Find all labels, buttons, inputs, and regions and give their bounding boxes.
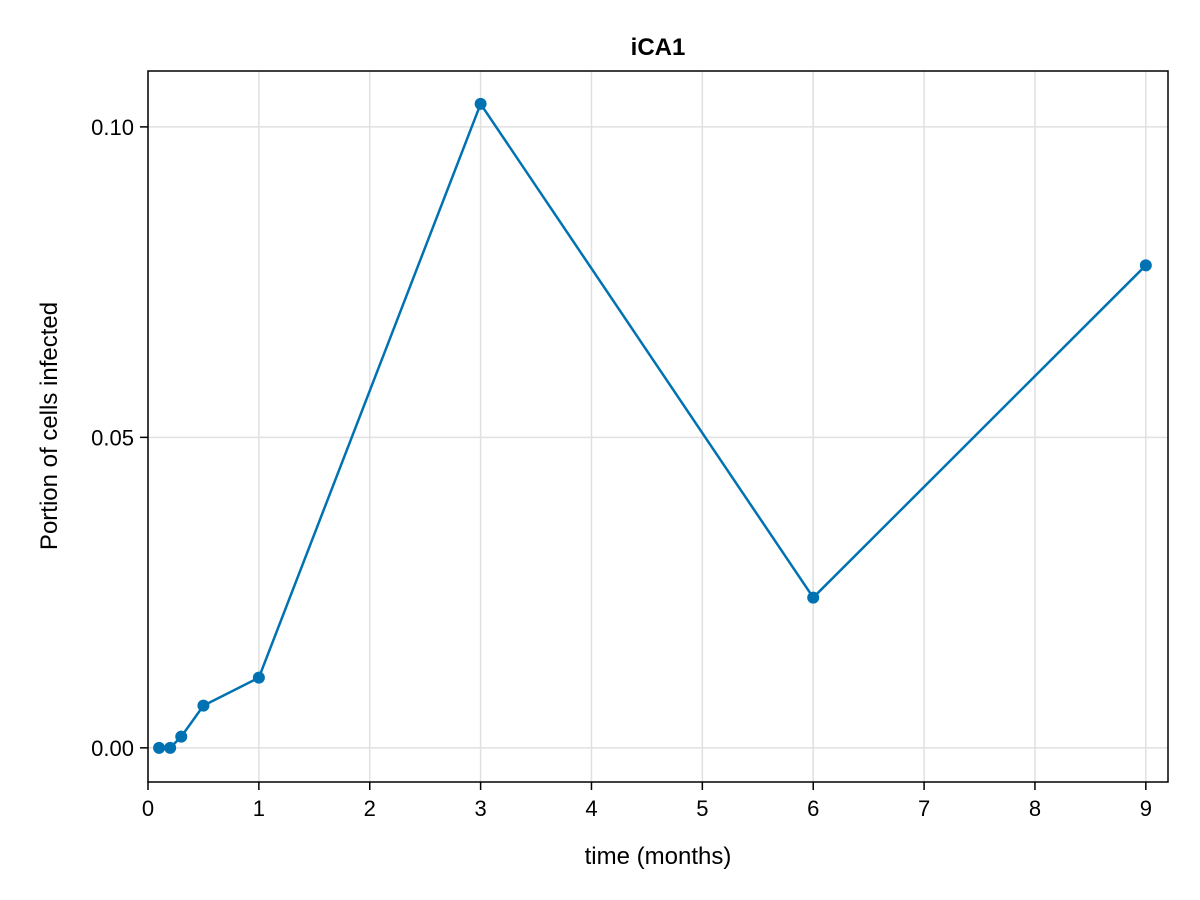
y-tick-label: 0.05 — [91, 425, 134, 450]
data-point — [474, 97, 487, 110]
x-tick-label: 0 — [142, 796, 154, 821]
y-tick-label: 0.00 — [91, 736, 134, 761]
chart-title: iCA1 — [631, 34, 686, 61]
data-point — [164, 741, 177, 754]
x-tick-label: 5 — [696, 796, 708, 821]
x-tick-label: 9 — [1140, 796, 1152, 821]
x-tick-label: 2 — [364, 796, 376, 821]
data-point — [197, 699, 210, 712]
data-point — [175, 730, 188, 743]
series-line — [159, 102, 1147, 750]
y-axis-label: Portion of cells infected — [36, 302, 63, 550]
data-point — [153, 741, 166, 754]
data-point — [807, 591, 820, 604]
x-tick-label: 8 — [1029, 796, 1041, 821]
x-tick-label: 4 — [585, 796, 597, 821]
x-axis-label: time (months) — [585, 843, 732, 870]
plot-frame — [147, 70, 1169, 783]
x-tick-label: 3 — [474, 796, 486, 821]
series — [153, 97, 1152, 754]
x-tick-label: 7 — [918, 796, 930, 821]
grid — [147, 71, 1168, 782]
y-tick-label: 0.10 — [91, 115, 134, 140]
data-point — [252, 671, 265, 684]
data-point — [1139, 259, 1152, 272]
ticks: 0 1 2 3 4 5 6 7 8 9 0.00 0.05 0.10 — [91, 115, 1152, 821]
x-tick-label: 6 — [807, 796, 819, 821]
x-tick-label: 1 — [253, 796, 265, 821]
